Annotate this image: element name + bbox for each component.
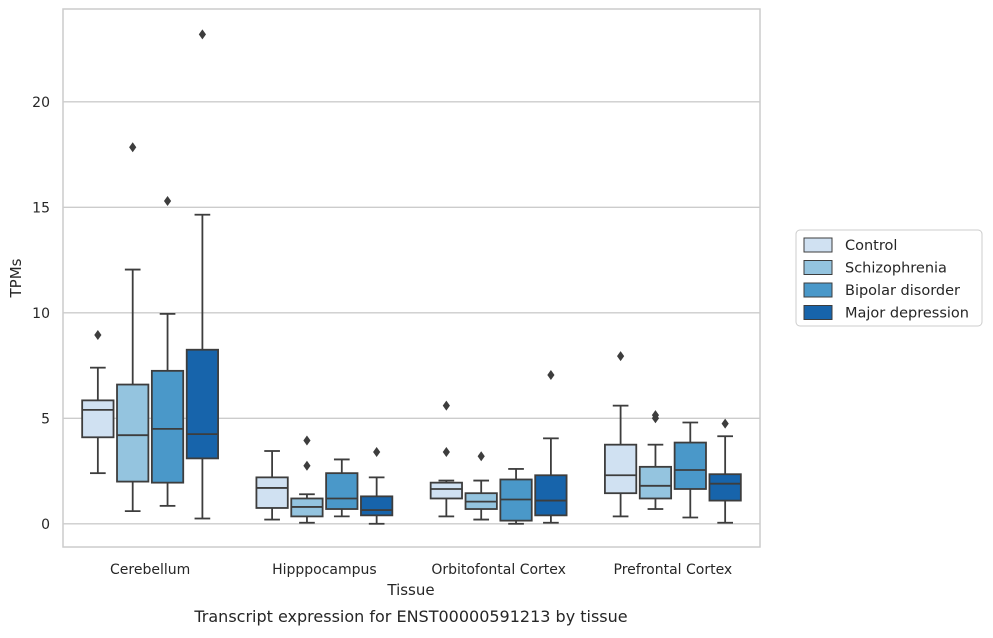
box-0-3	[185, 29, 219, 520]
box-2-1	[464, 451, 498, 521]
outlier-point	[617, 351, 625, 362]
box-1-3	[360, 447, 394, 525]
box-body	[673, 441, 707, 490]
box-body	[604, 443, 638, 495]
outlier-point	[198, 29, 206, 40]
y-tick-label: 15	[32, 200, 50, 216]
legend-label: Control	[845, 238, 897, 254]
box-body	[325, 472, 359, 510]
y-axis-label: TPMs	[7, 258, 25, 298]
box-2-0	[429, 400, 463, 518]
y-tick-label: 0	[41, 517, 50, 533]
legend-label: Schizophrenia	[845, 261, 947, 277]
x-axis-label: Tissue	[386, 581, 434, 599]
outlier-point	[303, 460, 311, 471]
legend-label: Bipolar disorder	[845, 283, 960, 299]
box-0-2	[150, 195, 185, 507]
x-tick-label: Hipppocampus	[272, 562, 377, 578]
box-3-3	[708, 418, 742, 524]
legend: Control Schizophrenia Bipolar disorder Majo…	[795, 229, 983, 327]
box-2-3	[534, 370, 568, 524]
outlier-point	[651, 410, 660, 421]
outlier-point	[442, 447, 450, 458]
box-body	[185, 348, 219, 460]
box-plot-area	[81, 29, 742, 525]
legend-swatch	[803, 282, 833, 298]
box-body	[81, 399, 115, 439]
legend-swatch	[803, 260, 833, 275]
y-axis-ticks: 0 5 10 15 20	[32, 95, 50, 533]
box-3-2	[673, 421, 707, 519]
box-3-1	[638, 410, 673, 510]
legend-frame	[795, 229, 983, 327]
outlier-point	[94, 329, 102, 340]
box-2-2	[499, 468, 533, 525]
outlier-point	[477, 451, 485, 462]
box-0-1	[116, 142, 150, 513]
outlier-point	[303, 435, 311, 446]
outlier-point	[721, 418, 729, 429]
y-tick-label: 20	[32, 95, 50, 111]
outlier-point	[129, 142, 137, 153]
box-1-1	[290, 435, 324, 524]
x-tick-label: Prefrontal Cortex	[614, 562, 733, 578]
box-body	[534, 474, 568, 517]
chart-caption: Transcript expression for ENST0000059121…	[193, 607, 627, 626]
x-tick-label: Orbitofontal Cortex	[431, 562, 566, 578]
y-tick-label: 5	[41, 411, 50, 427]
box-body	[638, 465, 673, 500]
box-body	[429, 481, 463, 500]
plot-frame	[62, 8, 761, 548]
legend-label: Major depression	[845, 306, 969, 322]
box-1-0	[255, 450, 289, 521]
x-axis-ticks: Cerebellum Hipppocampus Orbitofontal Corte…	[110, 562, 732, 578]
outlier-point	[373, 447, 381, 458]
outlier-point	[547, 370, 555, 381]
legend-swatch	[803, 237, 833, 253]
box-body	[708, 473, 742, 502]
box-body	[255, 476, 289, 509]
box-3-0	[604, 351, 638, 518]
outlier-point	[442, 400, 450, 411]
box-1-2	[325, 458, 359, 518]
box-0-0	[81, 329, 115, 475]
legend-swatch	[803, 305, 833, 320]
box-body	[360, 495, 394, 517]
x-tick-label: Cerebellum	[110, 562, 190, 578]
box-body	[116, 383, 150, 483]
y-tick-label: 10	[32, 306, 50, 322]
box-body	[150, 369, 185, 484]
outlier-point	[163, 195, 172, 206]
